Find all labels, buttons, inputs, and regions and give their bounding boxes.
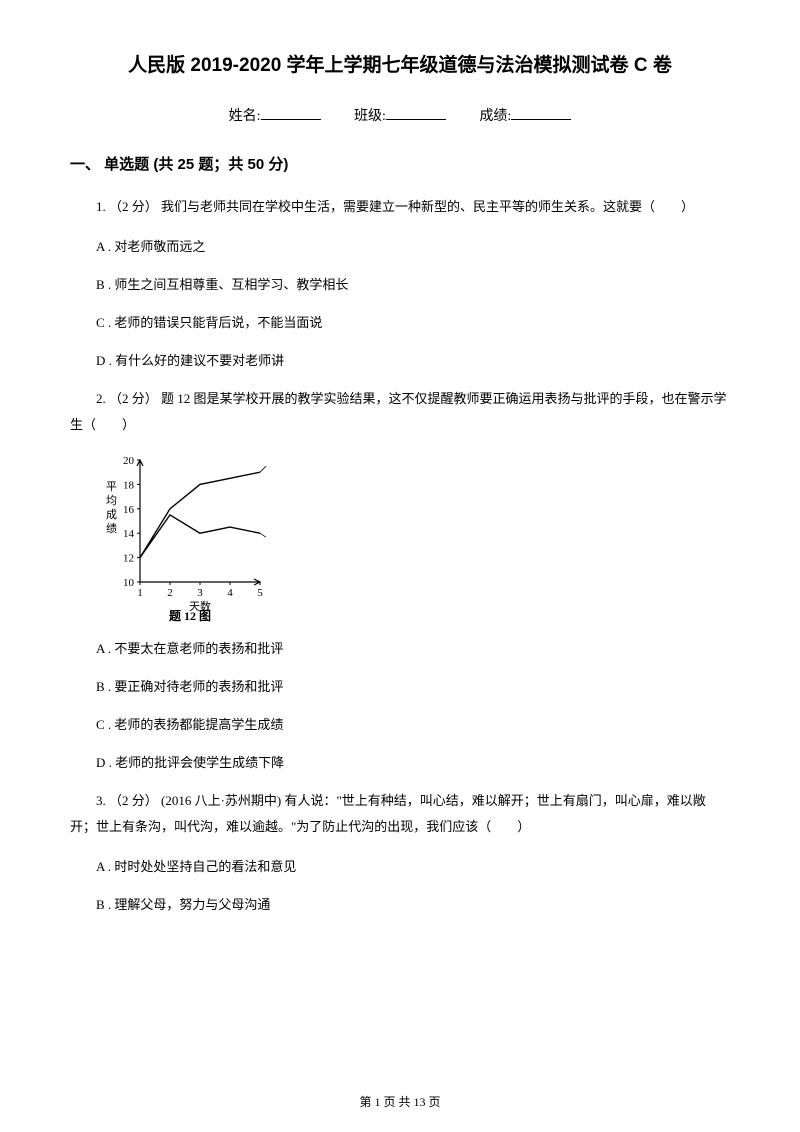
q1-option-a: A . 对老师敬而远之	[70, 234, 730, 260]
svg-text:10: 10	[123, 577, 135, 589]
info-row: 姓名: 班级: 成绩:	[70, 105, 730, 125]
page-footer: 第 1 页 共 13 页	[0, 1093, 800, 1110]
svg-text:成: 成	[106, 508, 117, 521]
q2-option-d: D . 老师的批评会使学生成绩下降	[70, 750, 730, 776]
page-title: 人民版 2019-2020 学年上学期七年级道德与法治模拟测试卷 C 卷	[70, 50, 730, 77]
q1-option-d: D . 有什么好的建议不要对老师讲	[70, 348, 730, 374]
q1-text: 1. （2 分） 我们与老师共同在学校中生活，需要建立一种新型的、民主平等的师生…	[70, 194, 730, 220]
q3-text: 3. （2 分） (2016 八上·苏州期中) 有人说："世上有种结，叫心结，难…	[70, 788, 730, 840]
svg-text:题 12 图: 题 12 图	[169, 609, 211, 622]
svg-text:均: 均	[106, 494, 117, 507]
q1-option-b: B . 师生之间互相尊重、互相学习、教学相长	[70, 272, 730, 298]
section-header: 一、 单选题 (共 25 题；共 50 分)	[70, 153, 730, 174]
score-blank	[511, 119, 571, 120]
svg-text:16: 16	[123, 504, 135, 516]
svg-text:绩: 绩	[106, 522, 117, 535]
name-label: 姓名:	[229, 109, 261, 124]
class-blank	[386, 119, 446, 120]
svg-text:14: 14	[123, 528, 135, 540]
svg-text:20: 20	[123, 455, 135, 467]
q3-option-b: B . 理解父母，努力与父母沟通	[70, 892, 730, 918]
chart-figure: 10121416182012345平均成绩天数题 12 图受表扬组受批评组	[98, 452, 730, 622]
q1-option-c: C . 老师的错误只能背后说，不能当面说	[70, 310, 730, 336]
q2-option-a: A . 不要太在意老师的表扬和批评	[70, 636, 730, 662]
class-label: 班级:	[354, 109, 386, 124]
name-blank	[261, 119, 321, 120]
svg-text:18: 18	[123, 479, 135, 491]
svg-text:平: 平	[106, 481, 117, 493]
chart-svg: 10121416182012345平均成绩天数题 12 图受表扬组受批评组	[98, 452, 268, 622]
svg-text:1: 1	[137, 587, 143, 599]
svg-text:12: 12	[123, 553, 134, 565]
q2-option-b: B . 要正确对待老师的表扬和批评	[70, 674, 730, 700]
svg-text:2: 2	[167, 587, 173, 599]
svg-text:3: 3	[197, 587, 203, 599]
q2-text: 2. （2 分） 题 12 图是某学校开展的教学实验结果，这不仅提醒教师要正确运…	[70, 386, 730, 438]
svg-text:4: 4	[227, 587, 233, 599]
q2-option-c: C . 老师的表扬都能提高学生成绩	[70, 712, 730, 738]
score-label: 成绩:	[479, 109, 511, 124]
svg-text:5: 5	[257, 587, 263, 599]
q3-option-a: A . 时时处处坚持自己的看法和意见	[70, 854, 730, 880]
